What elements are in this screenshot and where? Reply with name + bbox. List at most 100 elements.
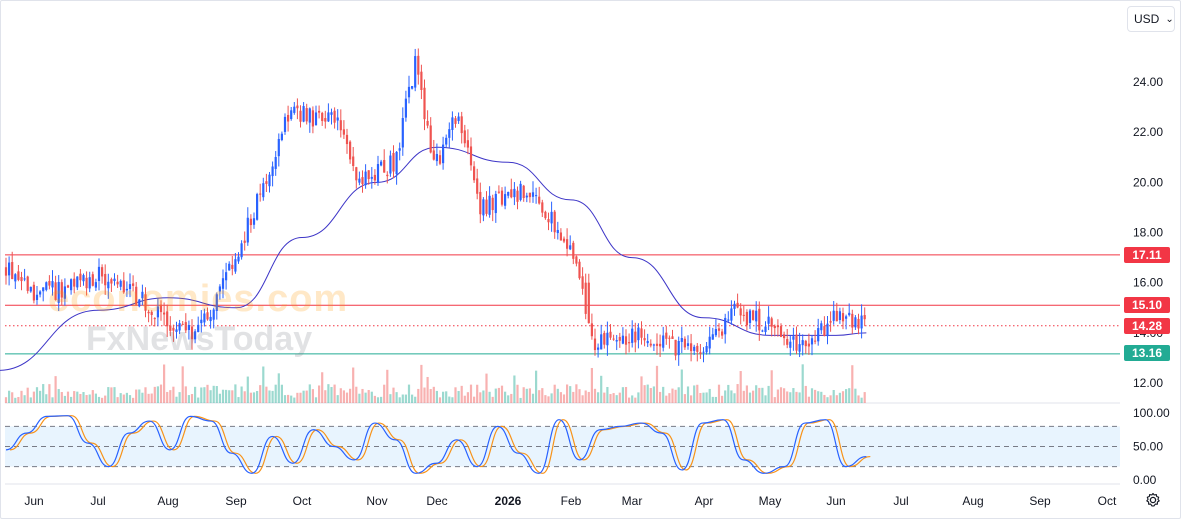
candle-body: [48, 280, 51, 286]
volume-bar: [566, 384, 569, 403]
volume-bar: [482, 390, 485, 403]
currency-label: USD: [1134, 12, 1160, 26]
candle-body: [655, 343, 659, 346]
stoch-tick-label: 100.00: [1133, 406, 1170, 420]
volume-bar: [324, 390, 327, 403]
volume-bar: [742, 390, 745, 403]
volume-bar: [460, 385, 463, 403]
volume-bar: [600, 375, 603, 403]
volume-bar: [45, 394, 48, 403]
volume-bar: [373, 395, 376, 403]
candle-body: [708, 336, 711, 349]
volume-bar: [104, 395, 107, 403]
volume-bar: [305, 390, 308, 403]
currency-selector[interactable]: USD ⌄: [1127, 6, 1175, 32]
settings-gear-icon[interactable]: [1144, 491, 1162, 509]
volume-bar: [17, 396, 20, 403]
volume-bar: [810, 388, 814, 403]
time-axis[interactable]: Jun Jul Aug Sep Oct Nov Dec 2026 Feb Mar Apr May Jun…: [24, 494, 1117, 508]
candle-body: [597, 347, 600, 350]
volume-bar: [296, 392, 299, 403]
volume-bar: [454, 387, 457, 403]
volume-bar: [609, 394, 612, 403]
volume-bar: [435, 390, 438, 403]
volume-bar: [23, 395, 26, 403]
volume-bar: [466, 392, 469, 403]
volume-bar: [550, 393, 553, 403]
volume-bar: [711, 396, 714, 403]
volume-bar: [755, 385, 758, 403]
candle-body: [324, 118, 327, 122]
volume-bar: [342, 390, 345, 403]
candle-body: [35, 294, 39, 300]
time-tick-label: Oct: [1098, 494, 1117, 508]
candle-body: [590, 323, 593, 337]
candle-body: [442, 144, 445, 164]
candle-body: [680, 338, 683, 342]
time-tick-label: Mar: [622, 494, 643, 508]
candle-body: [531, 192, 535, 197]
volume-bar: [677, 387, 680, 403]
candle-body: [138, 299, 141, 307]
candle-body: [333, 110, 336, 123]
candle-body: [178, 323, 181, 331]
volume-bar: [730, 390, 733, 403]
candle-body: [556, 229, 559, 234]
volume-bar: [252, 392, 256, 403]
volume-bar: [680, 369, 683, 403]
volume-bar: [612, 393, 615, 403]
volume-bar: [525, 388, 528, 403]
volume-bar: [420, 364, 423, 403]
volume-bar: [572, 391, 575, 403]
volume-bar: [848, 388, 851, 403]
volume-bar: [597, 392, 600, 403]
volume-bar: [135, 389, 138, 403]
candle-body: [445, 137, 448, 145]
candle-body: [628, 342, 631, 344]
stoch-tick-label: 50.00: [1133, 440, 1163, 454]
volume-bar: [628, 397, 631, 403]
volume-bar: [138, 389, 141, 403]
candle-body: [569, 245, 572, 250]
volume-bar: [401, 394, 404, 403]
candle-body: [767, 316, 770, 324]
volume-bar: [228, 390, 231, 403]
volume-bar: [218, 393, 221, 403]
candle-body: [280, 133, 283, 141]
candle-body: [135, 286, 138, 305]
volume-bar: [361, 388, 364, 403]
volume-bar: [798, 392, 801, 403]
candle-body: [525, 195, 528, 198]
price-tick-label: 12.00: [1133, 376, 1163, 390]
volume-bar: [330, 387, 333, 403]
volume-bar: [717, 384, 721, 403]
candle-body: [395, 151, 398, 175]
candle-body: [857, 318, 860, 329]
candle-body: [690, 343, 693, 352]
candle-body: [457, 116, 460, 122]
candle-body: [438, 155, 442, 164]
candle-body: [659, 343, 662, 347]
time-tick-label: Aug: [962, 494, 983, 508]
volume-bar: [845, 389, 848, 403]
candle-body: [817, 328, 820, 342]
time-tick-label: Sep: [225, 494, 247, 508]
volume-bar: [631, 395, 634, 403]
volume-bar: [26, 387, 29, 403]
volume-bar: [110, 387, 113, 403]
candle-body: [63, 286, 66, 299]
candle-body: [497, 191, 500, 193]
candle-body: [631, 328, 634, 343]
candle-body: [85, 277, 88, 289]
candle-body: [463, 130, 466, 144]
volume-bar: [383, 384, 386, 403]
volume-bar: [181, 366, 184, 403]
candle-body: [745, 311, 748, 326]
candle-body: [345, 134, 349, 145]
candle-body: [314, 112, 318, 126]
candle-body: [860, 315, 863, 329]
candle-body: [711, 334, 714, 340]
volume-bar: [832, 390, 835, 403]
candle-body: [807, 343, 810, 347]
